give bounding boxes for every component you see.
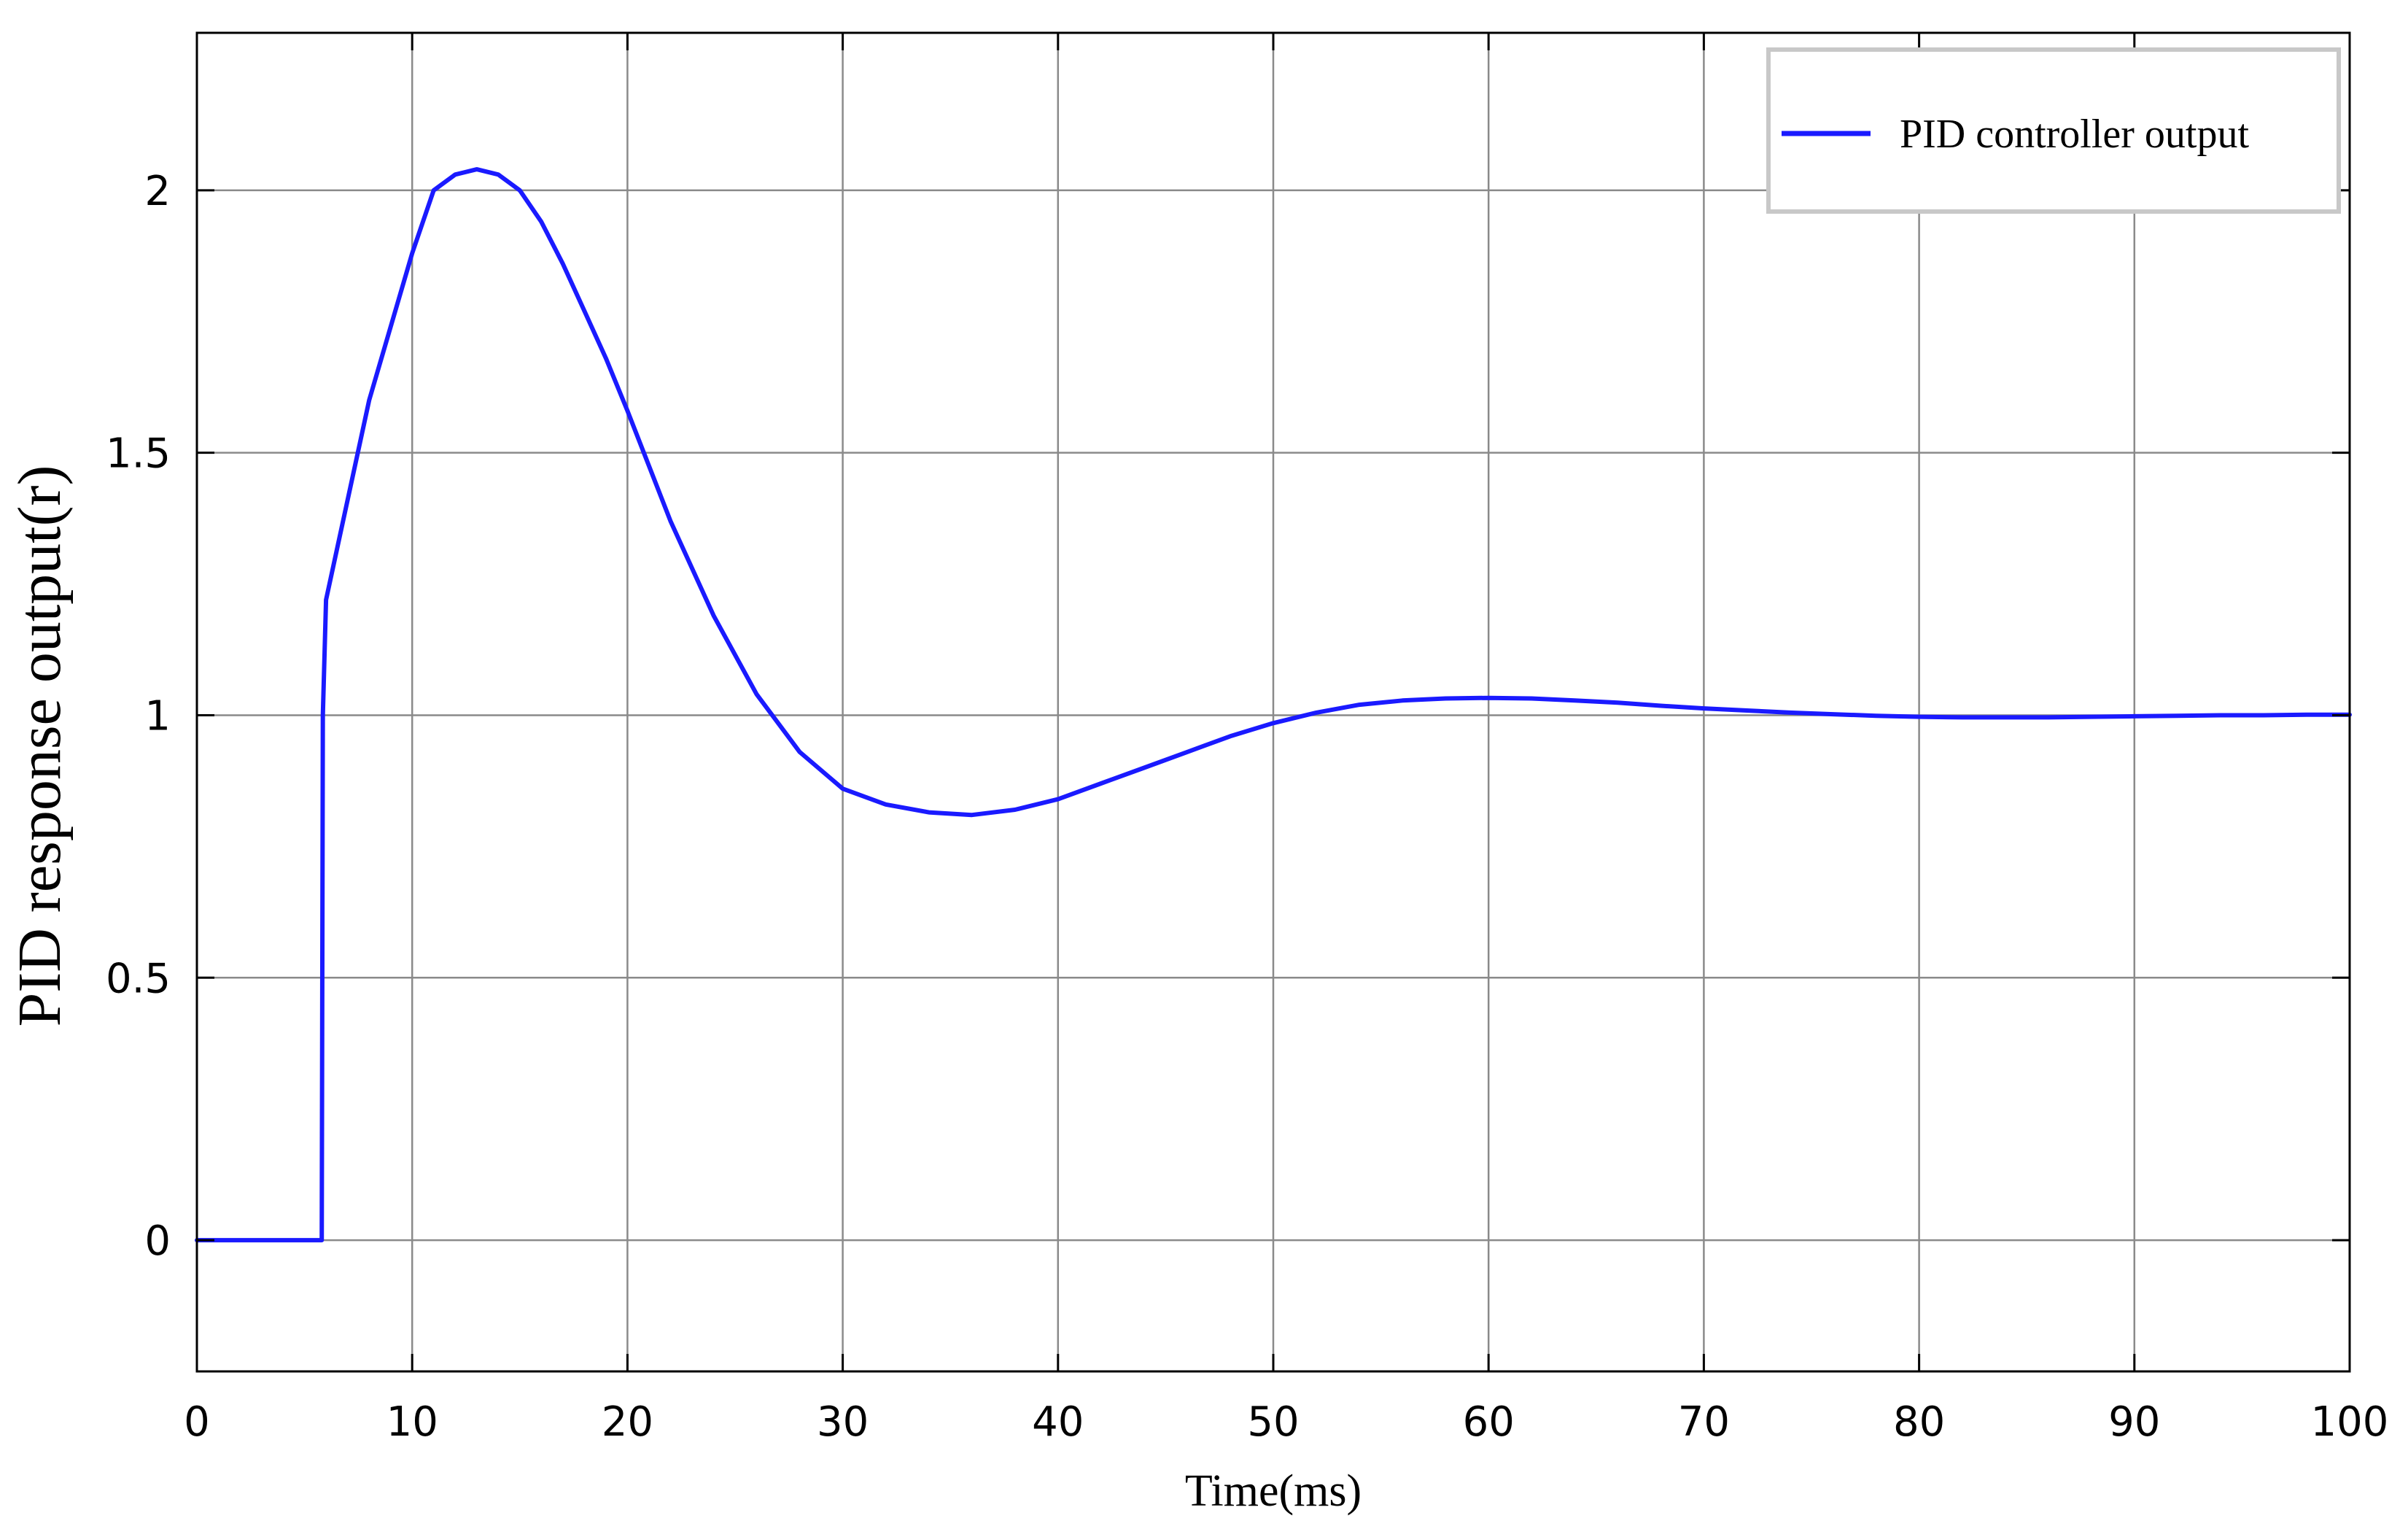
tick-labels: 0 10 20 30 40 50 60 70 80 90 100 0 0.5 1 1.5 2	[106, 168, 2389, 1446]
legend: PID controller output	[1766, 47, 2341, 214]
x-tick-label: 50	[1247, 1398, 1299, 1446]
y-tick-label: 2	[144, 168, 171, 215]
x-tick-label: 40	[1032, 1398, 1084, 1446]
y-tick-label: 1.5	[106, 430, 171, 478]
y-tick-label: 0	[144, 1217, 171, 1265]
x-tick-label: 10	[387, 1398, 438, 1446]
legend-label-pid-controller-output: PID controller output	[1900, 112, 2249, 157]
x-tick-label: 70	[1678, 1398, 1730, 1446]
x-tick-label: 0	[184, 1398, 210, 1446]
y-axis-title: PID response output(r)	[6, 465, 74, 1027]
x-tick-label: 80	[1893, 1398, 1945, 1446]
x-tick-label: 30	[817, 1398, 869, 1446]
legend-box	[1766, 47, 2341, 214]
series-line-pid-controller-output	[195, 167, 2352, 1243]
x-tick-label: 20	[602, 1398, 653, 1446]
x-tick-label: 90	[2108, 1398, 2160, 1446]
y-tick-label: 1	[144, 692, 171, 740]
x-tick-label: 100	[2311, 1398, 2389, 1446]
series-layer	[195, 167, 2352, 1243]
ticks	[195, 33, 2351, 1371]
grid	[197, 33, 2350, 1371]
x-axis-title: Time(ms)	[1185, 1466, 1362, 1516]
y-tick-label: 0.5	[106, 955, 171, 1002]
x-tick-label: 60	[1463, 1398, 1515, 1446]
